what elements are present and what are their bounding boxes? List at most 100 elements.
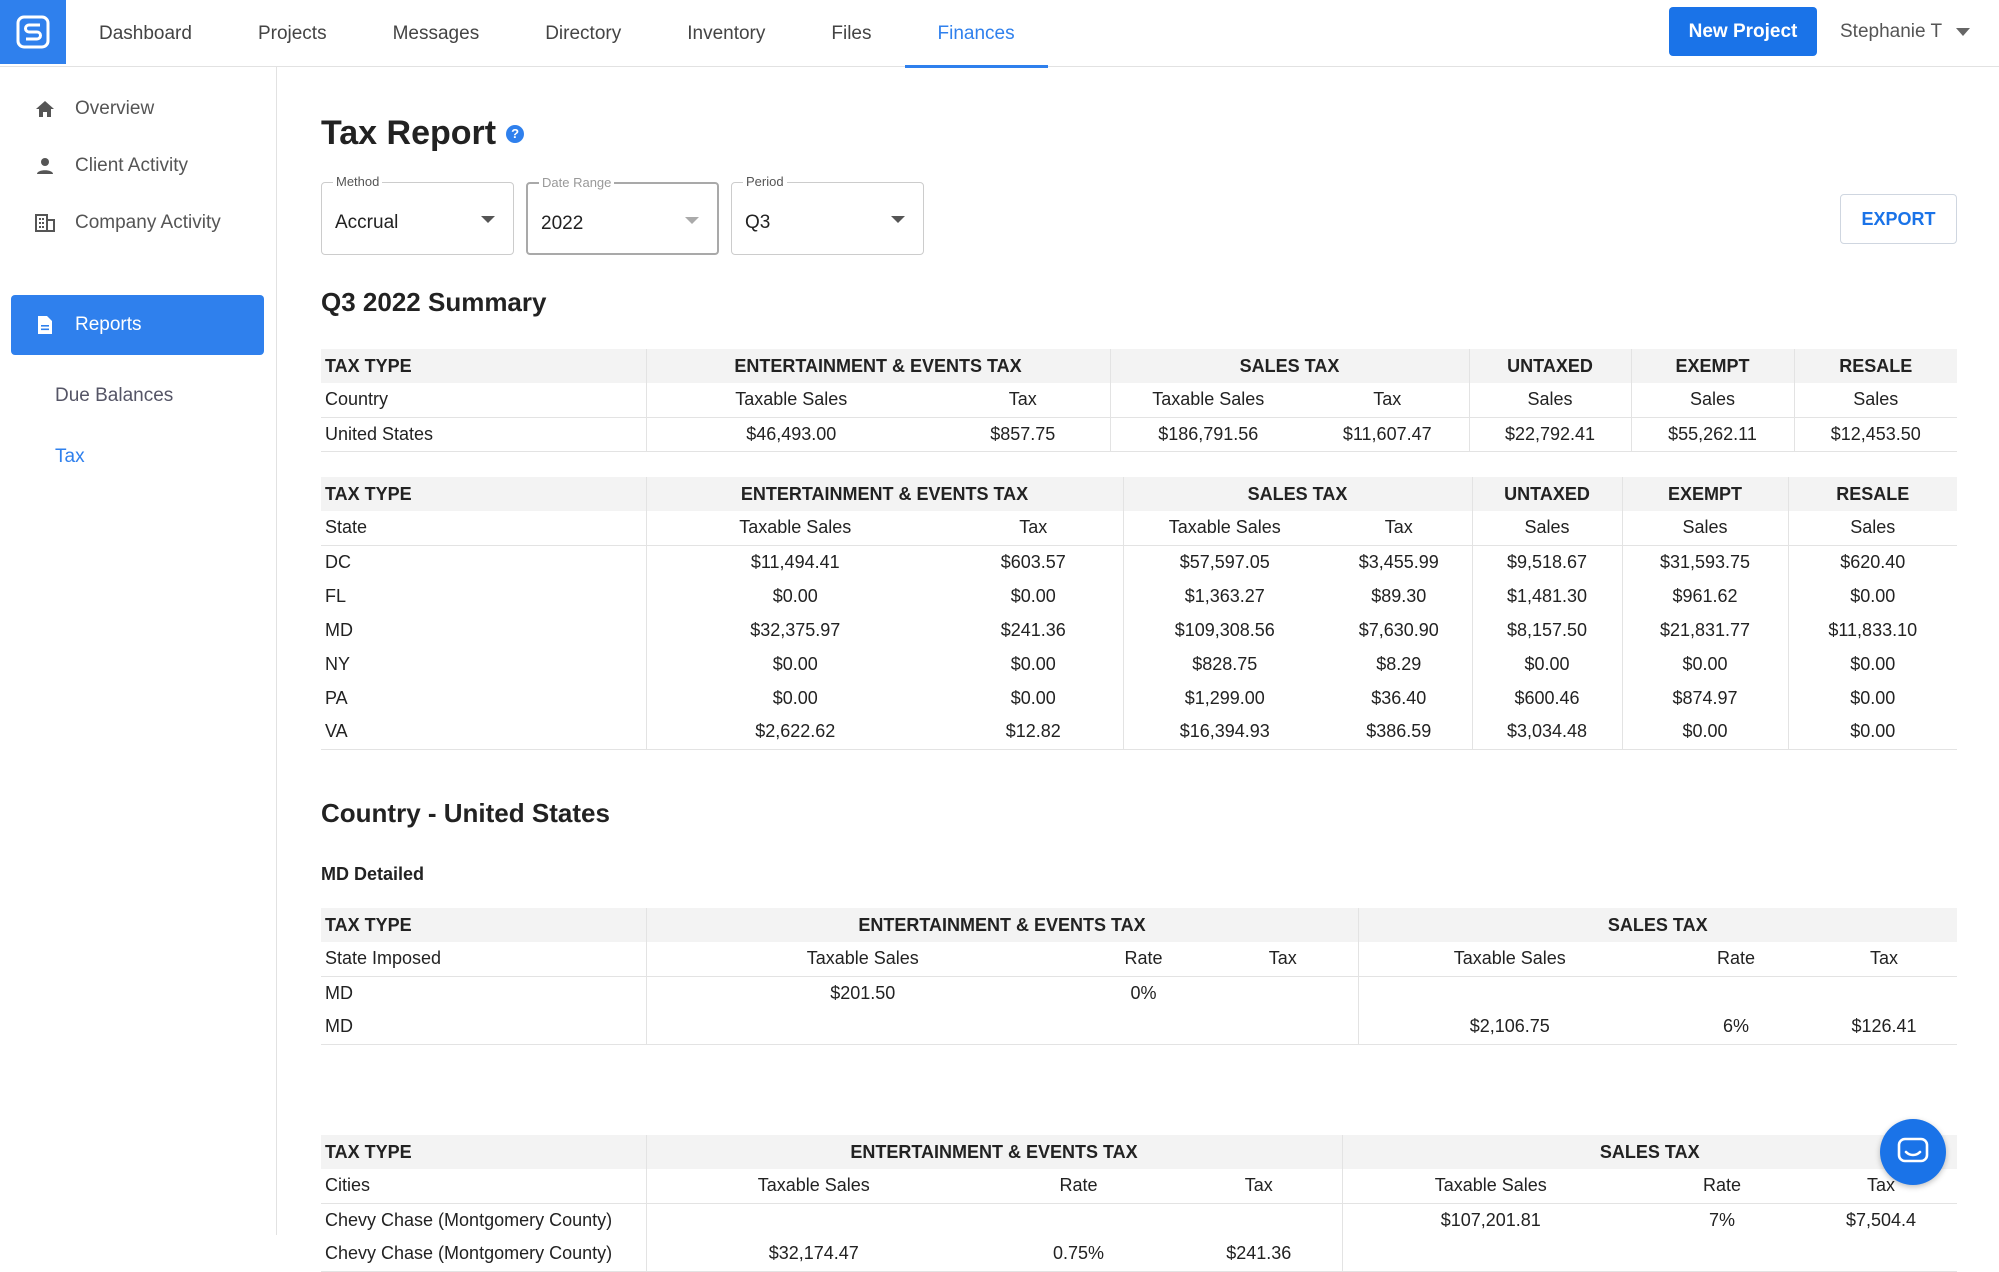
- table-cell: [1208, 1010, 1358, 1044]
- table-cell: $241.36: [1000, 619, 1066, 640]
- sidebar-item-reports[interactable]: Reports: [11, 295, 264, 355]
- sidebar-subitem-due-balances[interactable]: Due Balances: [55, 385, 174, 406]
- table-cell: $31,593.75: [1621, 545, 1788, 579]
- table-row: NY $0.00 $0.00 $828.75 $8.29 $0.00 $0.00…: [321, 647, 1957, 681]
- column-header: Sales: [1787, 511, 1957, 546]
- report-icon: [33, 313, 57, 337]
- table-cell: $9,518.67: [1471, 545, 1622, 579]
- table-cell: $386.59: [1366, 721, 1432, 742]
- sidebar-item-label: Reports: [75, 314, 142, 335]
- export-button[interactable]: EXPORT: [1840, 194, 1957, 244]
- column-header: Taxable Sales: [645, 1169, 981, 1204]
- table-row: VA $2,622.62 $12.82 $16,394.93 $386.59 $…: [321, 715, 1957, 749]
- table-cell: 0.75%: [1052, 1243, 1105, 1264]
- column-header: Sales: [1621, 511, 1788, 546]
- table-cell: $7,630.90: [1358, 619, 1439, 640]
- column-header: Taxable Sales: [1341, 1169, 1639, 1204]
- sidebar-item-label: Overview: [75, 98, 155, 119]
- table-cell: $0.00: [645, 681, 944, 715]
- table-subheader: State Taxable Sales Tax Taxable Sales Ta…: [321, 511, 1957, 546]
- table-cell: $1,363.27: [1122, 579, 1326, 613]
- sidebar-item-overview[interactable]: Overview: [11, 79, 264, 139]
- column-header: Taxable Sales: [1109, 383, 1306, 418]
- column-group: RESALE: [1787, 477, 1957, 511]
- column-header: Tax: [944, 511, 1123, 546]
- column-group: SALES TAX: [1122, 477, 1472, 511]
- table-cell: $89.30: [1371, 585, 1427, 606]
- table-cell: $32,375.97: [645, 613, 944, 647]
- table-cell: $11,833.10: [1787, 613, 1957, 647]
- md-cities-table: TAX TYPE ENTERTAINMENT & EVENTS TAX SALE…: [321, 1135, 1957, 1272]
- table-row: MD $2,106.75 6% $126.41: [321, 1010, 1957, 1044]
- method-select[interactable]: Method Accrual: [321, 174, 514, 255]
- column-group: SALES TAX: [1109, 349, 1469, 383]
- table-cell: DC: [325, 551, 351, 572]
- table-cell: $0.00: [645, 647, 944, 681]
- table-cell: $201.50: [645, 976, 1079, 1010]
- column-header: Sales: [1630, 383, 1794, 418]
- column-header: Rate: [981, 1169, 1176, 1204]
- table-cell: $0.00: [1010, 687, 1056, 708]
- table-group-header: TAX TYPE ENTERTAINMENT & EVENTS TAX SALE…: [321, 349, 1957, 383]
- table-group-header: TAX TYPE ENTERTAINMENT & EVENTS TAX SALE…: [321, 1135, 1957, 1169]
- help-icon[interactable]: ?: [506, 124, 525, 143]
- nav-tab-directory[interactable]: Directory: [545, 22, 622, 44]
- sidebar-item-company-activity[interactable]: Company Activity: [11, 193, 264, 253]
- period-select[interactable]: Period Q3: [731, 174, 924, 255]
- table-cell: $874.97: [1621, 681, 1788, 715]
- country-summary-table: TAX TYPE ENTERTAINMENT & EVENTS TAX SALE…: [321, 349, 1957, 452]
- table-group-header: TAX TYPE ENTERTAINMENT & EVENTS TAX SALE…: [321, 908, 1957, 942]
- top-navbar: Dashboard Projects Messages Directory In…: [0, 0, 1999, 68]
- sidebar-subitem-tax[interactable]: Tax: [55, 446, 85, 467]
- nav-tab-finances[interactable]: Finances: [904, 0, 1048, 68]
- table-cell: $0.00: [1471, 647, 1622, 681]
- page-title-text: Tax Report: [321, 114, 497, 152]
- chevron-down-icon: [1956, 28, 1971, 36]
- column-group: ENTERTAINMENT & EVENTS TAX: [645, 477, 1123, 511]
- table-cell: $55,262.11: [1630, 417, 1794, 451]
- column-group: UNTAXED: [1471, 477, 1622, 511]
- app-logo[interactable]: [0, 0, 66, 64]
- table-cell: $3,455.99: [1358, 551, 1439, 572]
- table-cell: 0%: [1130, 982, 1157, 1003]
- nav-tab-projects[interactable]: Projects: [257, 22, 327, 44]
- date-range-select[interactable]: Date Range 2022: [526, 175, 719, 255]
- nav-tab-files[interactable]: Files: [831, 22, 872, 44]
- building-icon: [33, 211, 57, 235]
- table-cell: [1079, 1010, 1208, 1044]
- nav-tab-inventory[interactable]: Inventory: [687, 22, 766, 44]
- column-group: TAX TYPE: [321, 908, 646, 942]
- table-cell: $11,494.41: [645, 545, 944, 579]
- table-cell: Chevy Chase (Montgomery County): [325, 1243, 613, 1264]
- table-cell: [981, 1203, 1176, 1237]
- table-cell: [1357, 976, 1661, 1010]
- column-header: State: [321, 511, 646, 546]
- nav-tab-messages[interactable]: Messages: [392, 22, 480, 44]
- table-cell: [1661, 976, 1811, 1010]
- table-cell: $1,481.30: [1471, 579, 1622, 613]
- table-group-header: TAX TYPE ENTERTAINMENT & EVENTS TAX SALE…: [321, 477, 1957, 511]
- column-header: Tax: [1208, 942, 1358, 977]
- table-cell: [1639, 1237, 1805, 1271]
- table-cell: $8.29: [1376, 653, 1422, 674]
- table-cell: $828.75: [1122, 647, 1326, 681]
- main-content: Tax Report ? Method Accrual Date Range 2…: [278, 67, 1999, 1272]
- table-cell: MD: [325, 1016, 353, 1037]
- table-row: United States $46,493.00 $857.75 $186,79…: [321, 417, 1957, 451]
- dropdown-caret-icon: [891, 216, 905, 223]
- table-cell: FL: [325, 585, 347, 606]
- table-cell: $22,792.41: [1468, 417, 1631, 451]
- table-subheader: Country Taxable Sales Tax Taxable Sales …: [321, 383, 1957, 418]
- date-range-value: 2022: [541, 213, 584, 234]
- table-cell: MD: [325, 619, 353, 640]
- chat-launcher-button[interactable]: [1880, 1119, 1946, 1185]
- table-cell: $3,034.48: [1471, 715, 1622, 749]
- nav-tab-dashboard[interactable]: Dashboard: [99, 22, 192, 44]
- column-group: TAX TYPE: [321, 477, 646, 511]
- table-row: Chevy Chase (Montgomery County) $32,174.…: [321, 1237, 1957, 1271]
- user-menu[interactable]: Stephanie T: [1840, 0, 1971, 64]
- table-cell: $0.00: [1010, 653, 1056, 674]
- sidebar-item-client-activity[interactable]: Client Activity: [11, 136, 264, 196]
- new-project-button[interactable]: New Project: [1669, 7, 1817, 56]
- country-section-title: Country - United States: [321, 798, 610, 828]
